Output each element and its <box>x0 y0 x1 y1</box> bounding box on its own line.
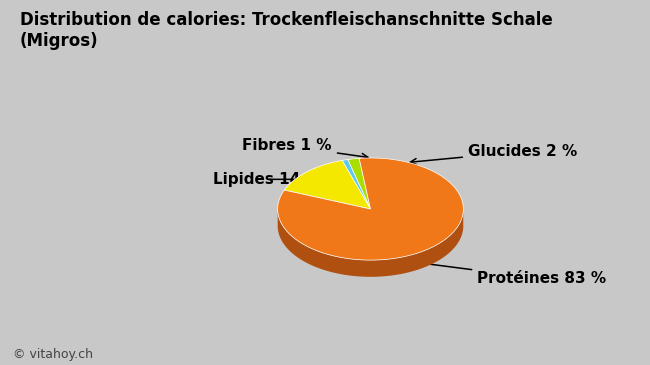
Text: Protéines 83 %: Protéines 83 % <box>403 258 606 286</box>
Text: Distribution de calories: Trockenfleischanschnitte Schale
(Migros): Distribution de calories: Trockenfleisch… <box>20 11 552 50</box>
Text: Glucides 2 %: Glucides 2 % <box>410 144 577 165</box>
Polygon shape <box>278 158 463 260</box>
Polygon shape <box>348 158 370 209</box>
Polygon shape <box>342 160 370 209</box>
Text: Lipides 14 %: Lipides 14 % <box>213 172 320 187</box>
Text: © vitahoy.ch: © vitahoy.ch <box>13 348 93 361</box>
Polygon shape <box>284 160 370 209</box>
Text: Fibres 1 %: Fibres 1 % <box>242 138 368 160</box>
Polygon shape <box>278 211 463 277</box>
